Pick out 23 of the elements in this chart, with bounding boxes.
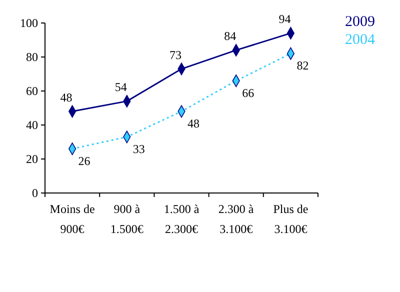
data-label: 94 bbox=[278, 12, 291, 26]
data-label: 73 bbox=[170, 48, 182, 62]
data-label: 33 bbox=[132, 142, 145, 156]
x-tick-label: 1.500 à 2.300€ bbox=[164, 202, 200, 236]
data-label: 84 bbox=[224, 29, 236, 44]
x-tick-label: 2.300 à 3.100€ bbox=[218, 202, 254, 236]
data-label: 26 bbox=[78, 154, 90, 168]
y-tick-label: 60 bbox=[26, 84, 38, 98]
x-tick-label: 900 à 1.500€ bbox=[110, 202, 144, 236]
y-tick-label: 0 bbox=[32, 186, 38, 200]
y-tick-label: 100 bbox=[20, 16, 38, 30]
data-label: 82 bbox=[296, 58, 309, 73]
text: 2004 bbox=[345, 32, 376, 48]
data-label: 66 bbox=[242, 86, 254, 100]
data-label: 54 bbox=[114, 80, 127, 94]
data-label: 48 bbox=[188, 116, 200, 130]
x-tick-label: Moins de 900€ bbox=[50, 202, 95, 236]
y-tick-label: 40 bbox=[26, 118, 38, 132]
x-tick-label: Plus de 3.100€ bbox=[273, 202, 308, 236]
text: 2009 bbox=[345, 14, 375, 30]
y-tick-label: 20 bbox=[26, 152, 38, 166]
data-label: 48 bbox=[60, 90, 72, 104]
y-tick-label: 80 bbox=[26, 50, 38, 64]
